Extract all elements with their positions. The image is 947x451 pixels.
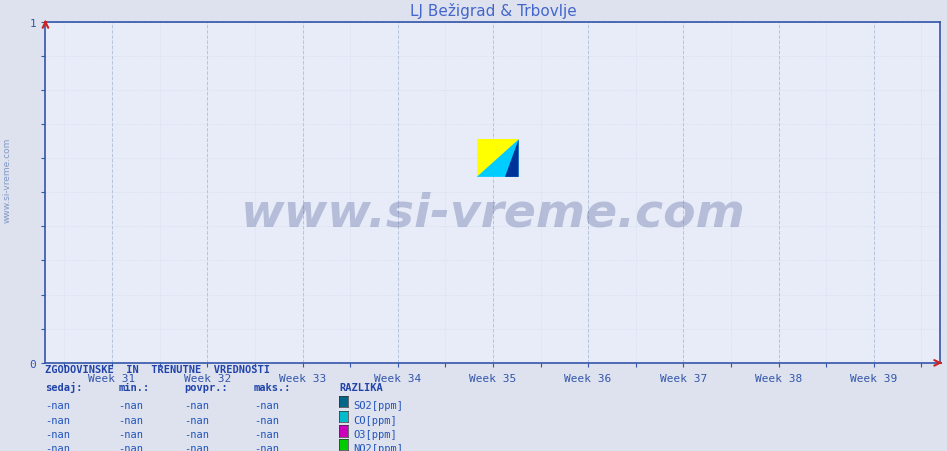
Text: NO2[ppm]: NO2[ppm] bbox=[353, 443, 403, 451]
Text: -nan: -nan bbox=[254, 415, 278, 425]
Polygon shape bbox=[476, 140, 519, 178]
Text: SO2[ppm]: SO2[ppm] bbox=[353, 400, 403, 410]
Text: -nan: -nan bbox=[45, 400, 70, 410]
Polygon shape bbox=[476, 140, 519, 178]
Polygon shape bbox=[505, 140, 519, 178]
Title: LJ Bežigrad & Trbovlje: LJ Bežigrad & Trbovlje bbox=[409, 3, 577, 18]
Text: -nan: -nan bbox=[45, 429, 70, 439]
Text: povpr.:: povpr.: bbox=[185, 382, 228, 392]
Text: CO[ppm]: CO[ppm] bbox=[353, 415, 397, 425]
Text: -nan: -nan bbox=[254, 443, 278, 451]
Text: www.si-vreme.com: www.si-vreme.com bbox=[2, 138, 11, 223]
Text: -nan: -nan bbox=[185, 429, 209, 439]
Text: -nan: -nan bbox=[118, 400, 143, 410]
Text: -nan: -nan bbox=[45, 443, 70, 451]
Text: maks.:: maks.: bbox=[254, 382, 292, 392]
Text: ZGODOVINSKE  IN  TRENUTNE  VREDNOSTI: ZGODOVINSKE IN TRENUTNE VREDNOSTI bbox=[45, 364, 271, 374]
Text: -nan: -nan bbox=[185, 443, 209, 451]
Text: -nan: -nan bbox=[118, 429, 143, 439]
Text: -nan: -nan bbox=[185, 415, 209, 425]
Text: -nan: -nan bbox=[118, 415, 143, 425]
Text: -nan: -nan bbox=[45, 415, 70, 425]
Text: O3[ppm]: O3[ppm] bbox=[353, 429, 397, 439]
Text: RAZLIKA: RAZLIKA bbox=[339, 382, 383, 392]
Text: sedaj:: sedaj: bbox=[45, 381, 83, 392]
Text: www.si-vreme.com: www.si-vreme.com bbox=[241, 191, 745, 236]
Text: -nan: -nan bbox=[254, 429, 278, 439]
Text: -nan: -nan bbox=[118, 443, 143, 451]
Text: -nan: -nan bbox=[254, 400, 278, 410]
Text: -nan: -nan bbox=[185, 400, 209, 410]
Text: min.:: min.: bbox=[118, 382, 150, 392]
